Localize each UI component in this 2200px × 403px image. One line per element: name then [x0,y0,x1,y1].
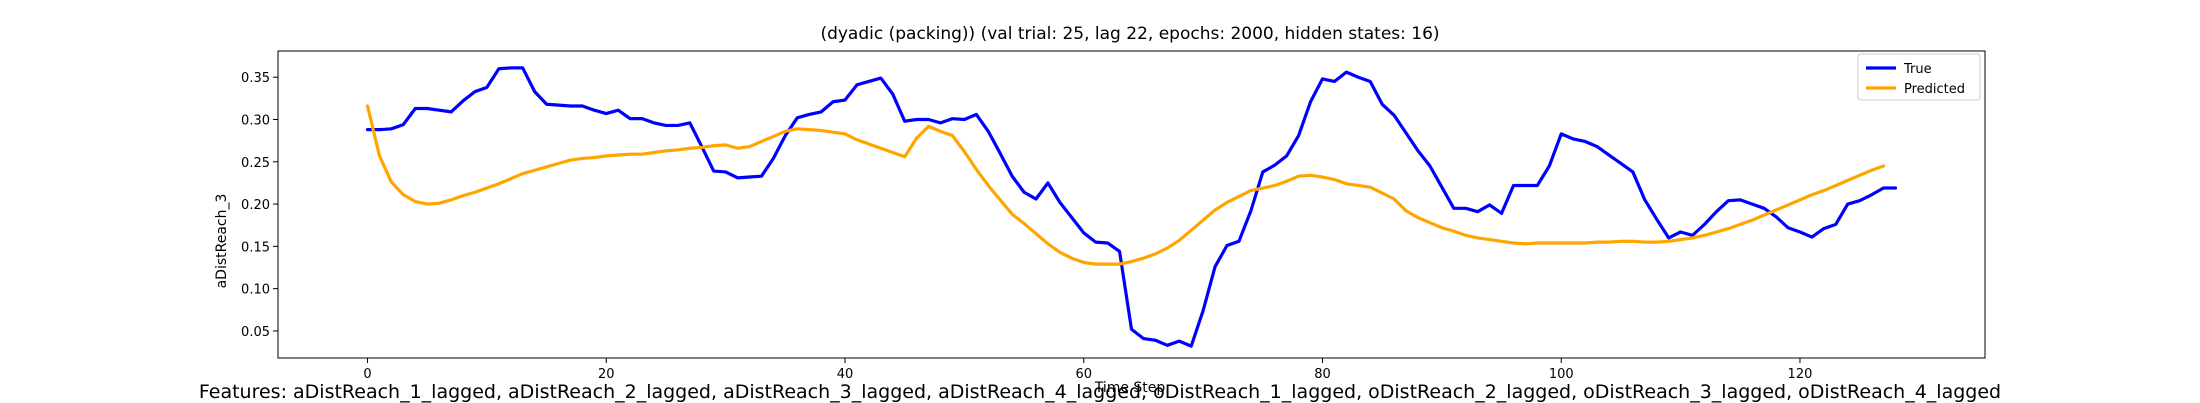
y-axis-label: aDistReach_3 [214,194,230,289]
y-tick-label: 0.25 [241,156,270,171]
chart-title: (dyadic (packing)) (val trial: 25, lag 2… [820,24,1439,44]
x-tick-label: 120 [1788,367,1813,382]
y-tick-label: 0.05 [241,325,270,340]
plot-area: 0 20 40 60 80 100 120 0.05 0.10 0.15 0.20 0.25 0.30 0… [241,51,1985,382]
axes-frame [278,51,1985,358]
legend-label-true: True [1903,62,1932,77]
y-tick-label: 0.30 [241,114,270,129]
y-tick-label: 0.15 [241,240,270,255]
y-tick-label: 0.35 [241,71,270,86]
x-tick-label: 40 [837,367,854,382]
x-tick-label: 100 [1549,367,1574,382]
x-tick-label: 0 [363,367,371,382]
y-tick-label: 0.20 [241,198,270,213]
legend-label-predicted: Predicted [1904,82,1965,97]
series-line-predicted [368,106,1884,264]
y-tick-label: 0.10 [241,283,270,298]
x-tick-label: 20 [598,367,615,382]
x-tick-label: 60 [1075,367,1092,382]
legend: True Predicted [1858,54,1980,100]
x-tick-label: 80 [1314,367,1331,382]
series-line-true [368,68,1896,346]
